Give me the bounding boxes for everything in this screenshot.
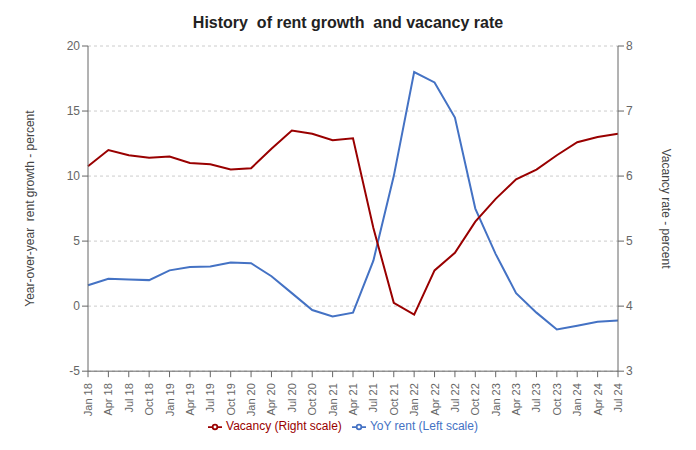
html-text:Vacancy (Right scale): Vacancy (Right scale) (226, 419, 342, 434)
svg-text:Apr 19: Apr 19 (184, 383, 196, 415)
svg-text:Jan 19: Jan 19 (164, 383, 176, 416)
svg-text:5: 5 (626, 234, 633, 248)
svg-text:Jul 19: Jul 19 (204, 383, 216, 412)
html-text:YoY rent (Left scale): YoY rent (Left scale) (369, 419, 478, 434)
svg-text:15: 15 (67, 104, 81, 118)
svg-text:Jan 18: Jan 18 (82, 383, 94, 416)
svg-text:Jan 23: Jan 23 (490, 383, 502, 416)
svg-text:Oct 20: Oct 20 (306, 383, 318, 415)
svg-text:5: 5 (73, 234, 80, 248)
svg-text:Apr 18: Apr 18 (102, 383, 114, 415)
svg-text:Apr 24: Apr 24 (592, 383, 604, 415)
svg-text:Jan 22: Jan 22 (408, 383, 420, 416)
svg-text:3: 3 (626, 364, 633, 378)
svg-text:Apr 21: Apr 21 (347, 383, 359, 415)
html-text:History of rent growth and vac: History of rent growth and vacancy rate (192, 14, 504, 31)
svg-text:Vacancy rate - percent: Vacancy rate - percent (659, 149, 673, 270)
svg-text:Apr 23: Apr 23 (510, 383, 522, 415)
svg-text:10: 10 (67, 169, 81, 183)
svg-text:6: 6 (626, 169, 633, 183)
svg-text:0: 0 (73, 299, 80, 313)
svg-text:Oct 18: Oct 18 (143, 383, 155, 415)
svg-text:7: 7 (626, 104, 633, 118)
svg-text:Oct 22: Oct 22 (469, 383, 481, 415)
svg-text:Jul 18: Jul 18 (123, 383, 135, 412)
svg-text:Oct 21: Oct 21 (388, 383, 400, 415)
svg-text:Jul 23: Jul 23 (530, 383, 542, 412)
svg-text:Jul 21: Jul 21 (367, 383, 379, 412)
svg-text:Jul 22: Jul 22 (449, 383, 461, 412)
svg-text:-5: -5 (69, 364, 80, 378)
svg-text:Oct 19: Oct 19 (225, 383, 237, 415)
svg-text:Jul 20: Jul 20 (286, 383, 298, 412)
svg-text:Jul 24: Jul 24 (612, 383, 624, 412)
svg-text:Oct 23: Oct 23 (551, 383, 563, 415)
svg-text:Apr 20: Apr 20 (265, 383, 277, 415)
svg-text:Jan 21: Jan 21 (327, 383, 339, 416)
svg-text:8: 8 (626, 39, 633, 53)
svg-text:20: 20 (67, 39, 81, 53)
svg-text:Jan 20: Jan 20 (245, 383, 257, 416)
svg-text:Year-over-year rent growth -: Year-over-year rent growth - percent (23, 110, 37, 307)
svg-text:4: 4 (626, 299, 633, 313)
svg-text:Apr 22: Apr 22 (429, 383, 441, 415)
svg-text:Jan 24: Jan 24 (571, 383, 583, 416)
